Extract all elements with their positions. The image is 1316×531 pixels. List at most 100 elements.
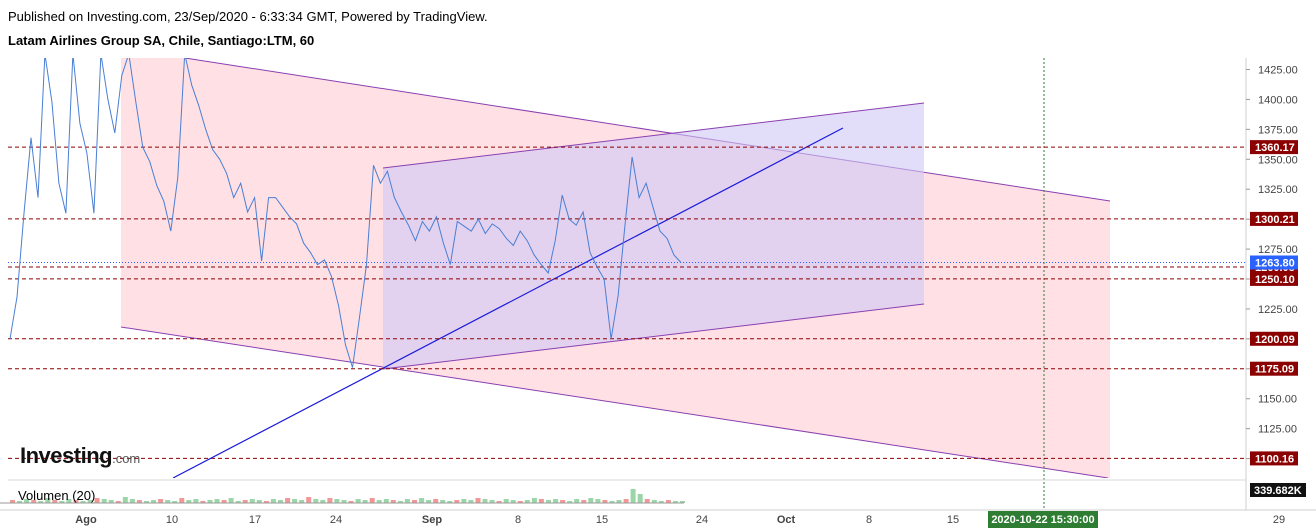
volume-bar [66,499,72,503]
volume-bar [278,500,283,503]
volume-bar [503,499,509,503]
volume-bar [122,497,128,503]
level-badge: 1250.10 [1255,274,1295,286]
volume-bar [426,500,432,503]
volume-bar [158,499,164,503]
volume-bar [567,501,573,503]
volume-bar [355,499,361,503]
x-tick-label: 15 [596,514,608,526]
volume-bar [517,501,523,503]
volume-bar [31,500,37,503]
volume-badge-bg [1250,483,1306,497]
y-tick-label: 1225.00 [1258,304,1298,316]
volume-bar [630,489,636,503]
channel-upper-line [184,58,1111,202]
volume-bar [144,501,149,503]
y-tick-label: 1275.00 [1258,244,1298,256]
volume-bar [235,501,241,503]
logo-suffix: .com [112,451,141,466]
volume-bar [447,501,453,503]
volume-bar [468,500,474,503]
horizontal-levels-layer [8,58,1246,510]
published-line: Published on Investing.com, 23/Sep/2020 … [8,9,488,24]
volume-bar [362,500,368,503]
volume-bar [165,500,171,503]
volume-bar [665,500,671,503]
volume-bar [546,500,551,503]
volume-bar [419,498,425,503]
volume-bar [313,499,319,503]
volume-layer [0,479,1246,504]
volume-bar [306,497,312,503]
volume-bar [52,500,58,503]
volume-bar [680,501,685,503]
volume-bar [538,499,544,503]
level-badge: 1300.21 [1255,214,1295,226]
volume-bar [292,499,298,503]
level-badge: 1200.09 [1255,334,1295,346]
price-series-line [9,58,682,368]
y-tick-label: 1375.00 [1258,124,1298,136]
volume-bar [341,500,347,503]
volume-bar [658,501,664,503]
volume-bar [348,501,354,503]
level-badge-bg [1250,361,1298,376]
volume-bar [412,500,417,503]
level-badge: 1175.09 [1255,364,1294,376]
level-badge-bg [1250,451,1298,466]
volume-bar [193,499,199,503]
volume-bar [136,500,142,503]
volume-bar [616,500,622,503]
volume-bar [482,499,488,503]
volume-bar [440,500,446,503]
channel-lower-line [120,326,1109,478]
investing-logo: Investing.com [20,443,140,469]
volume-badge: 339.682K [1254,485,1302,497]
logo-brand: Investing [20,443,113,468]
x-tick-label: 15 [947,514,959,526]
volume-bar [581,500,587,503]
volume-bar [263,501,269,503]
inner-channel-fill [383,103,924,369]
volume-bar [404,499,410,503]
volume-bar [588,498,594,503]
volume-bar [560,500,566,503]
volume-bar [172,501,178,503]
x-tick-label: 8 [515,514,521,526]
x-tick-label: 24 [330,514,342,526]
volume-bar [602,500,608,503]
volume-bar [59,501,65,503]
y-tick-label: 1425.00 [1258,65,1298,77]
series-layer [9,58,682,368]
volume-bar [433,499,439,503]
volume-bar [80,501,86,503]
volume-label: Volumen (20) [18,488,96,503]
level-badge-bg [1250,271,1298,286]
volume-bar [623,499,629,503]
volume-bar [376,500,382,503]
volume-bar [369,498,375,503]
x-tick-label: Ago [75,514,97,526]
x-tick-label: 10 [166,514,178,526]
y-tick-label: 1325.00 [1258,184,1298,196]
volume-bar [320,500,326,503]
volume-bar [390,500,396,503]
volume-bar [151,500,157,503]
volume-bar [101,499,107,503]
x-tick-label: Sep [422,514,442,526]
volume-bar [24,499,30,503]
volume-bar [672,501,678,503]
volume-bar [644,499,650,503]
volume-bar [108,500,114,503]
y-tick-label: 1350.00 [1258,154,1298,166]
volume-bar [510,500,516,503]
y-tick-label: 1125.00 [1258,424,1297,436]
current-price-badge: 1263.80 [1255,257,1295,269]
level-badge: 1360.17 [1255,142,1295,154]
volume-bar [249,499,255,503]
volume-bar [454,500,460,503]
volume-bar [17,501,23,503]
volume-bar [383,499,389,503]
volume-bar [595,499,601,503]
